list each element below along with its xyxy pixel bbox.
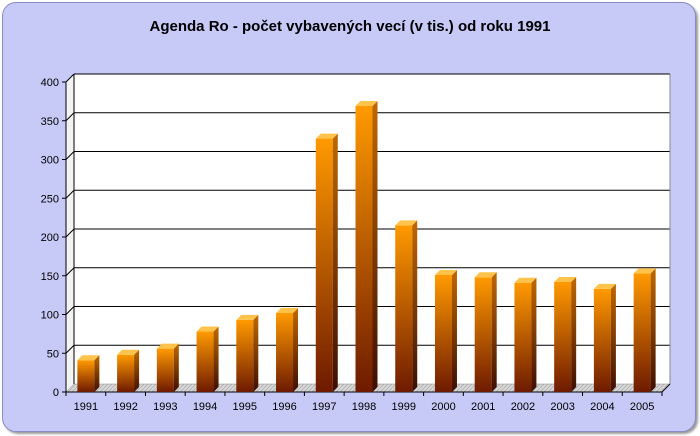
x-tick-label: 1993	[153, 401, 177, 413]
bar-2002	[514, 282, 532, 392]
bar-1997	[315, 138, 333, 392]
x-tick-label: 1991	[74, 401, 98, 413]
bar-top-1997	[315, 133, 338, 139]
bar-side-1993	[173, 343, 179, 392]
x-tick-label: 1992	[113, 401, 137, 413]
bar-top-1993	[156, 343, 179, 349]
gridline-side	[65, 112, 75, 122]
gridline-side	[65, 344, 75, 354]
bar-side-1995	[253, 314, 259, 392]
x-tick-label: 2005	[630, 401, 654, 413]
bar-top-1992	[117, 349, 140, 355]
bar-top-2000	[434, 269, 457, 275]
bar-1999	[395, 225, 413, 392]
y-tick-label: 350	[41, 116, 59, 128]
bar-side-2004	[610, 283, 616, 392]
bar-side-2002	[531, 277, 537, 392]
bar-2005	[633, 273, 651, 392]
plot-area: 0 50 100 150 200 250 300 350 400 1991 1992 1993 1994…	[41, 73, 671, 413]
y-tick-label: 400	[41, 77, 59, 89]
bar-side-1991	[94, 355, 100, 392]
bar-top-2004	[593, 283, 616, 289]
gridline-side	[65, 151, 75, 160]
bar-top-2003	[554, 276, 577, 282]
y-tick-label: 300	[41, 155, 59, 167]
bar-1992	[117, 354, 135, 392]
x-tick-label: 1995	[233, 401, 257, 413]
bar-side-1998	[372, 101, 378, 393]
gridline-side	[65, 189, 75, 199]
chart-title: Agenda Ro - počet vybavených vecí (v tis…	[149, 18, 551, 35]
x-tick-label: 2003	[550, 401, 574, 413]
bar-top-2002	[514, 277, 537, 283]
bar-1995	[236, 319, 254, 392]
x-tick-label: 2004	[590, 401, 614, 413]
bar-top-1996	[276, 307, 299, 313]
bar-2001	[474, 277, 492, 392]
bar-1996	[276, 312, 294, 392]
gridline-side	[65, 228, 75, 238]
x-tick-label: 2000	[431, 401, 455, 413]
bar-2004	[593, 288, 611, 392]
gridline-side	[65, 73, 75, 83]
bar-side-1997	[332, 133, 338, 392]
y-tick-label: 50	[47, 348, 59, 360]
bar-top-1995	[236, 314, 259, 320]
bar-side-1996	[293, 307, 299, 392]
bar-top-1999	[395, 220, 418, 226]
bar-top-1994	[196, 326, 219, 332]
bar-1994	[196, 331, 214, 392]
x-tick-label: 1998	[352, 401, 376, 413]
bar-top-1998	[355, 101, 378, 107]
bar-2000	[434, 274, 452, 392]
gridline-side	[65, 267, 75, 277]
bar-top-2001	[474, 272, 497, 278]
x-tick-label: 2001	[471, 401, 495, 413]
y-tick-label: 100	[41, 310, 59, 322]
bar-2003	[554, 281, 572, 392]
x-tick-label: 1994	[193, 401, 217, 413]
x-tick-label: 1997	[312, 401, 336, 413]
bar-top-2005	[633, 268, 656, 274]
bar-1991	[77, 360, 95, 392]
bar-side-2000	[451, 269, 457, 392]
y-tick-label: 200	[41, 232, 59, 244]
bar-side-2003	[571, 276, 577, 392]
bar-side-1994	[213, 326, 219, 392]
bar-1998	[355, 106, 373, 393]
x-tick-label: 2002	[511, 401, 535, 413]
x-tick-label: 1999	[391, 401, 415, 413]
bar-top-1991	[77, 355, 100, 361]
y-tick-label: 150	[41, 271, 59, 283]
floor-right-edge	[661, 383, 671, 393]
bar-side-1992	[134, 349, 140, 392]
bar-1993	[156, 348, 174, 392]
bar-side-2001	[491, 272, 497, 392]
x-tick-label: 1996	[272, 401, 296, 413]
y-tick-label: 250	[41, 193, 59, 205]
bar-side-1999	[412, 220, 418, 392]
gridline-side	[65, 306, 75, 315]
bar-side-2005	[650, 268, 656, 392]
y-tick-label: 0	[53, 387, 59, 399]
